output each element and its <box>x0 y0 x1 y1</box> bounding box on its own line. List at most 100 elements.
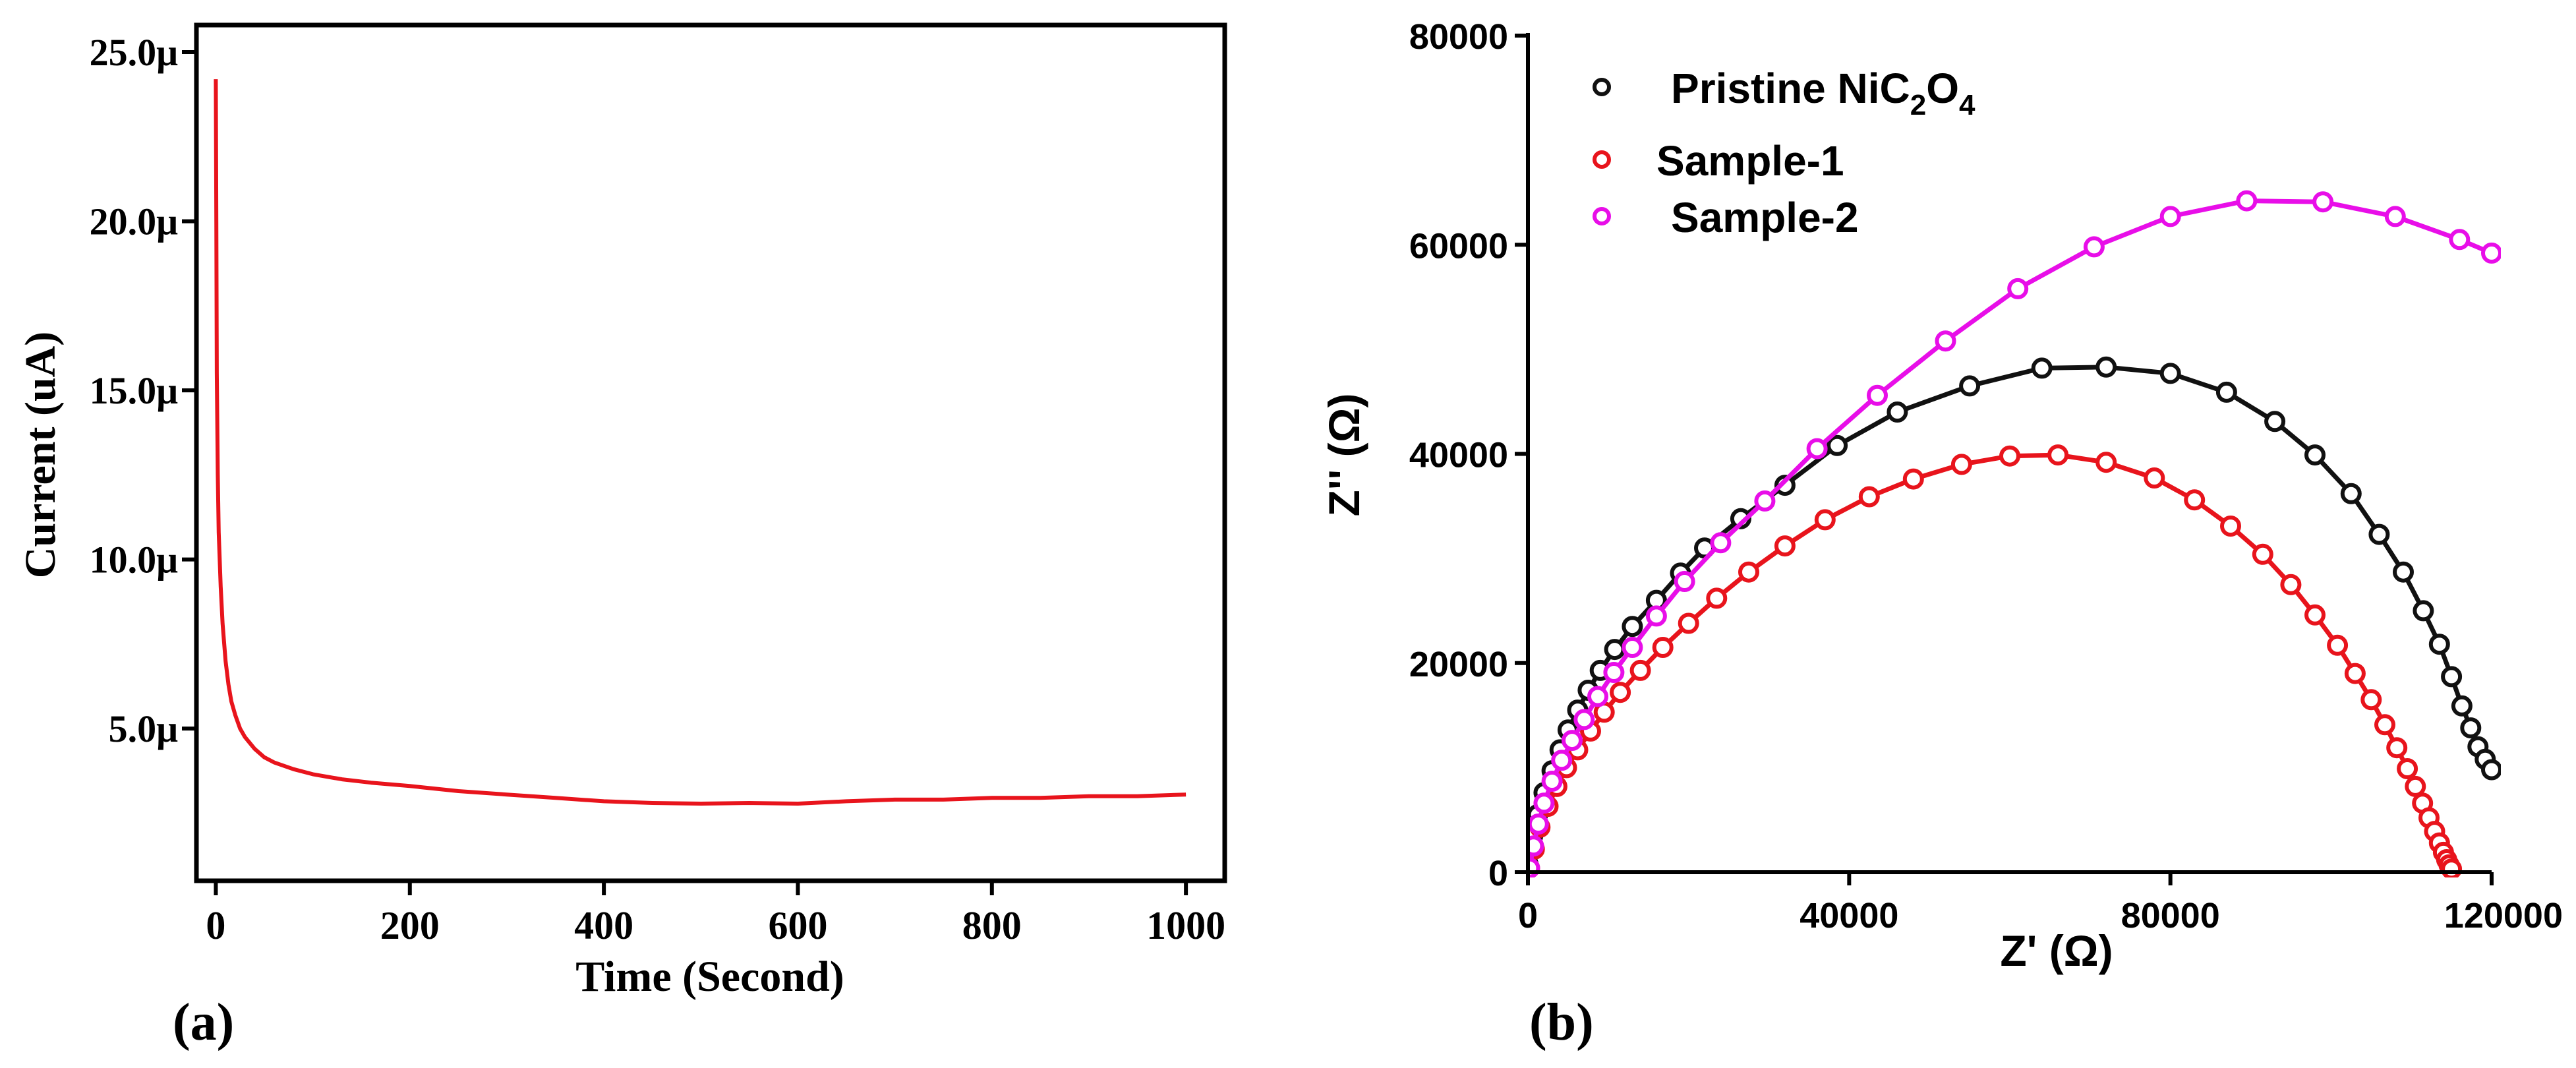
panel-b-point-0 <box>2413 600 2434 622</box>
panel-b-point-2 <box>1806 438 1828 460</box>
panel-b-point-1 <box>1652 637 1674 658</box>
panel-b-x-tick-label: 0 <box>1518 896 1538 935</box>
legend-label-pristine: Pristine NiC2O4 <box>1671 65 1976 121</box>
panel-b-point-1 <box>1678 612 1699 634</box>
panel-b-point-0 <box>1959 375 1981 397</box>
legend-item-pristine: Pristine NiC2O4 <box>1593 65 1976 121</box>
panel-a-x-tick-label: 200 <box>380 904 440 947</box>
panel-b-point-2 <box>2449 229 2471 251</box>
panel-b-point-2 <box>1674 571 1695 592</box>
panel-b-point-1 <box>2220 516 2241 537</box>
panel-b-point-1 <box>1738 561 1759 583</box>
panel-b-series-layer <box>1528 190 2501 877</box>
panel-b-point-1 <box>1858 486 1880 508</box>
panel-b-point-2 <box>1528 814 1549 835</box>
panel-b-point-0 <box>2460 717 2482 739</box>
legend-label-sample-2: Sample-2 <box>1671 194 1859 241</box>
panel-b-point-2 <box>2312 191 2334 213</box>
panel-b-point-2 <box>1645 605 1667 627</box>
panel-b-point-0 <box>2264 411 2286 432</box>
panel-b-point-1 <box>2386 737 2408 759</box>
panel-b-point-0 <box>2095 356 2117 378</box>
panel-b-point-1 <box>2374 714 2395 736</box>
panel-b-point-0 <box>1827 434 1848 456</box>
panel-b-point-1 <box>2327 634 2349 656</box>
panel-b-point-2 <box>1528 835 1544 857</box>
panel-b-point-0 <box>2159 363 2181 384</box>
panel-b-point-1 <box>2304 604 2326 626</box>
panel-b-x-tick-label: 80000 <box>2121 896 2220 935</box>
panel-a-x-axis-label: Time (Second) <box>575 953 844 1001</box>
panel-b-point-2 <box>1541 771 1563 792</box>
panel-a-x-tick-label: 600 <box>768 904 827 947</box>
panel-a-x-tick-label: 1000 <box>1146 904 1225 947</box>
panel-b-point-1 <box>2344 663 2366 684</box>
panel-b-point-0 <box>2031 357 2053 379</box>
panel-b-point-0 <box>2481 759 2501 781</box>
panel-b-point-0 <box>2340 483 2362 504</box>
legend-item-sample-1: Sample-1 <box>1593 137 1844 185</box>
panel-b-point-1 <box>2280 574 2302 595</box>
panel-b-point-1 <box>1950 454 1972 475</box>
panel-a-y-axis-label: Current (uA) <box>16 332 65 579</box>
panel-b-point-2 <box>1603 662 1625 683</box>
legend-marker-pristine <box>1593 78 1611 96</box>
panel-a-data-line-layer <box>214 79 1186 806</box>
panel-b-point-2 <box>1622 637 1643 658</box>
panel-b-y-tick-label: 0 <box>1488 854 1508 893</box>
panel-b-point-0 <box>2304 444 2326 466</box>
panel-a-x-tick-label: 400 <box>574 904 633 947</box>
panel-b-point-2 <box>2083 236 2105 258</box>
panel-b-point-2 <box>2384 206 2406 227</box>
panel-b-point-1 <box>2397 758 2418 779</box>
panel-b-point-0 <box>1622 616 1643 638</box>
panel-b-y-axis-label: Z'' (Ω) <box>1320 394 1368 517</box>
panel-a-current-vs-time: 0 200 400 600 800 1000 5.0μ 10.0μ 15.0μ 20.0μ 25.0… <box>16 22 1227 1052</box>
panel-a-y-tick-label: 15.0μ <box>90 369 179 412</box>
panel-a-y-tick-label: 20.0μ <box>90 200 179 243</box>
panel-b-point-1 <box>2047 444 2069 466</box>
panel-b-fit-line-0 <box>1528 365 2494 864</box>
panel-b-point-0 <box>2451 695 2473 717</box>
panel-b-point-0 <box>2215 381 2237 403</box>
panel-b-point-2 <box>2007 278 2029 299</box>
panel-b-point-2 <box>1573 709 1595 730</box>
panel-b-point-2 <box>2481 242 2501 264</box>
panel-a-y-tick-label: 25.0μ <box>90 31 179 74</box>
panel-b-y-tick-label: 80000 <box>1409 17 1508 57</box>
panel-b-series-2 <box>1528 190 2501 877</box>
panel-b-axis-ticks: 0 40000 80000 120000 0 20000 40000 60000 80000 <box>1409 17 2563 935</box>
legend-marker-sample-2 <box>1593 207 1611 225</box>
panel-b-point-2 <box>1551 750 1573 771</box>
panel-b-y-tick-label: 60000 <box>1409 226 1508 266</box>
panel-a-x-tick-label: 800 <box>962 904 1022 947</box>
panel-b-point-0 <box>2368 523 2390 545</box>
panel-b-x-axis-label: Z' (Ω) <box>2000 926 2113 975</box>
panel-b-point-1 <box>1774 535 1796 557</box>
panel-b-point-1 <box>2441 858 2463 877</box>
panel-b-point-2 <box>1710 532 1732 554</box>
panel-b-point-1 <box>2144 467 2165 489</box>
panel-b-point-2 <box>1533 792 1555 814</box>
panel-b-x-tick-label: 120000 <box>2444 896 2563 935</box>
panel-b-point-2 <box>2159 206 2181 227</box>
panel-b-point-1 <box>1706 587 1728 609</box>
panel-b-x-tick-label: 40000 <box>1800 896 1898 935</box>
panel-b-y-tick-label: 40000 <box>1409 436 1508 475</box>
panel-b-point-2 <box>1587 686 1608 707</box>
panel-a-plot-frame <box>194 22 1227 883</box>
panel-a-x-tick-label: 0 <box>206 904 225 947</box>
panel-b-point-0 <box>1774 475 1796 496</box>
panel-b-point-1 <box>1610 682 1631 703</box>
panel-b-fit-line-2 <box>1528 198 2493 869</box>
panel-b-point-1 <box>1629 659 1651 681</box>
panel-b-fit-line-1 <box>1528 452 2454 870</box>
panel-b-point-0 <box>2428 634 2450 655</box>
panel-b-point-1 <box>2184 489 2206 511</box>
panel-b-point-2 <box>1754 490 1776 512</box>
panel-b-point-1 <box>2405 775 2426 797</box>
panel-a-axis-ticks: 0 200 400 600 800 1000 5.0μ 10.0μ 15.0μ 20.0μ 25.0… <box>90 31 1226 947</box>
panel-b-point-1 <box>1999 445 2020 467</box>
panel-b-series-1 <box>1528 444 2463 877</box>
